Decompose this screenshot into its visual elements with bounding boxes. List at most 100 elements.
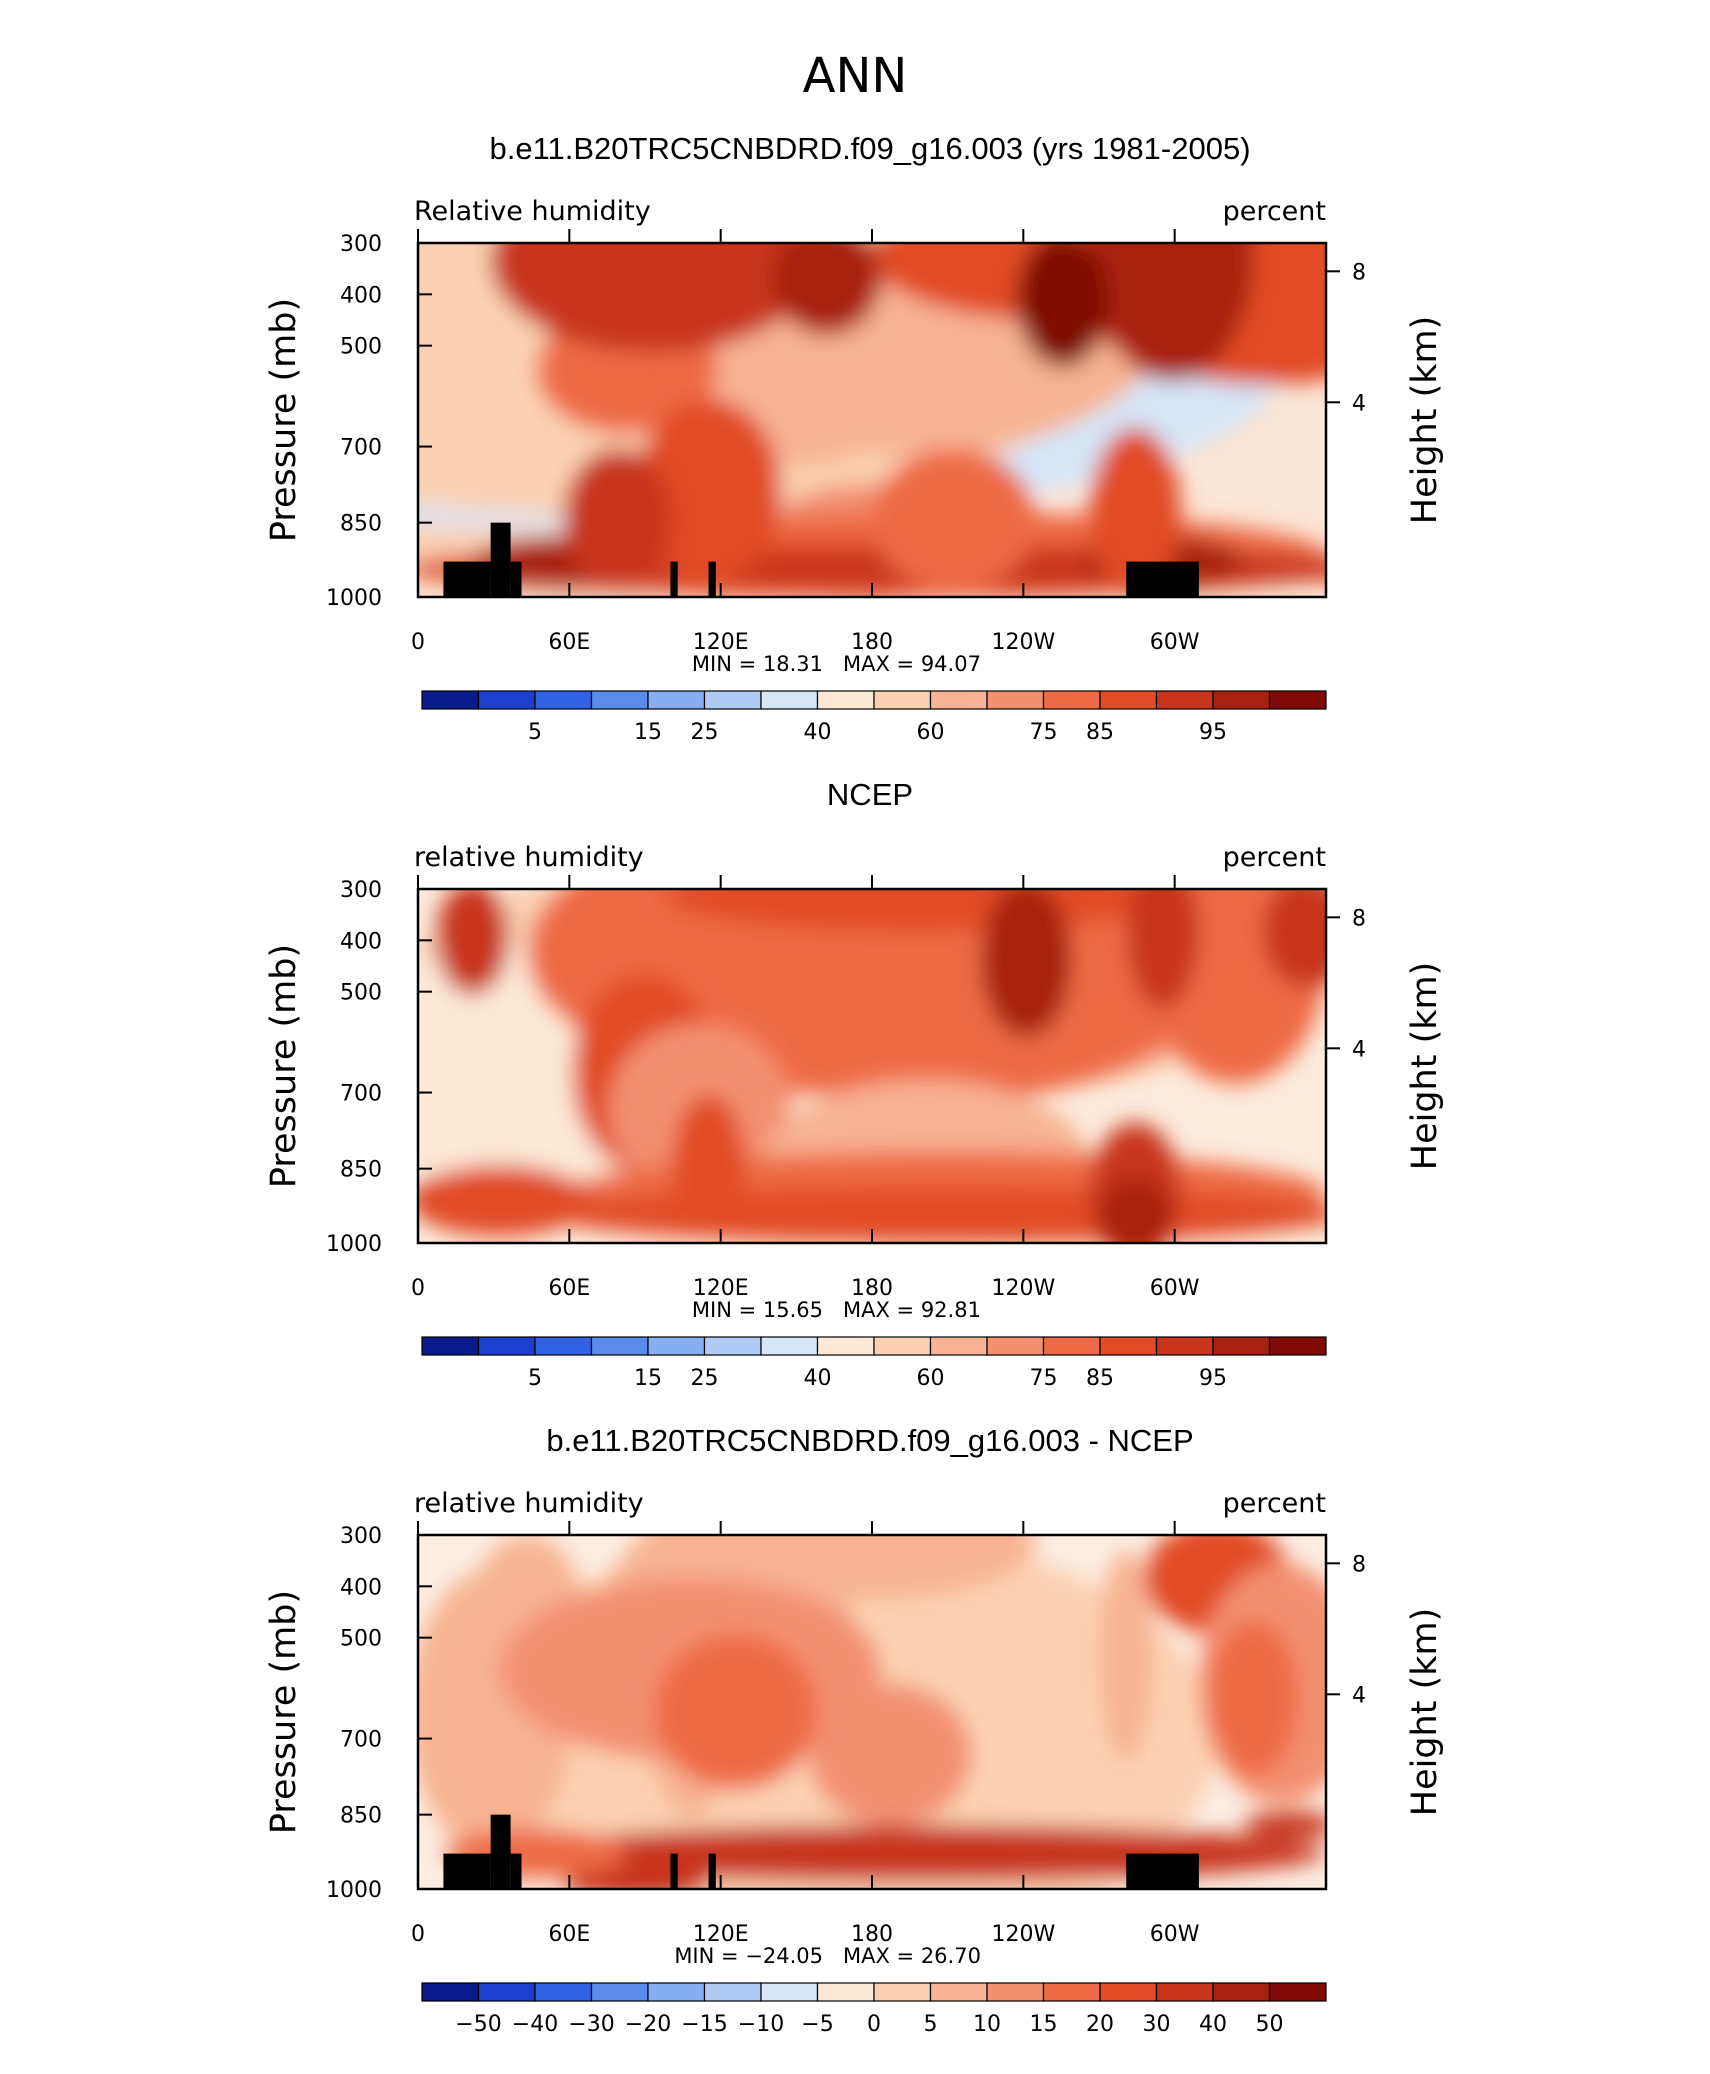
colorbar-swatch — [703, 690, 762, 710]
contour-region — [563, 448, 673, 590]
contour-region — [418, 1165, 591, 1236]
colorbar-label: 60 — [917, 720, 945, 745]
colorbar-swatch — [1155, 1982, 1214, 2002]
colorbar-swatch — [647, 1982, 706, 2002]
y-axis-title: Pressure (mb) — [264, 944, 304, 1188]
field-shading — [418, 889, 1326, 1243]
panels: b.e11.B20TRC5CNBDRD.f09_g16.003 (yrs 198… — [264, 131, 1445, 2037]
y-tick-label: 1000 — [326, 1232, 382, 1257]
y-tick-label: 500 — [340, 335, 382, 360]
colorbar-label: −20 — [625, 2012, 671, 2037]
colorbar-swatch — [421, 1982, 480, 2002]
contour-region — [654, 1634, 818, 1790]
colorbar-swatch — [421, 1336, 480, 1356]
colorbar-swatch — [1042, 1982, 1101, 2002]
colorbar-swatch — [1155, 690, 1214, 710]
colorbar-swatch — [873, 690, 932, 710]
x-tick-label: 180 — [851, 1922, 893, 1947]
colorbar-label: −10 — [738, 2012, 784, 2037]
colorbar-label: 85 — [1086, 1366, 1114, 1391]
x-tick-label: 0 — [411, 630, 425, 655]
orography-mask — [708, 1853, 716, 1889]
colorbar-swatch — [647, 1336, 706, 1356]
colorbar-label: 15 — [634, 1366, 662, 1391]
contour-region — [980, 889, 1072, 1038]
contour-region — [1126, 889, 1199, 1010]
panel-title: b.e11.B20TRC5CNBDRD.f09_g16.003 (yrs 198… — [489, 131, 1250, 166]
contour-region — [1017, 243, 1109, 367]
x-tick-label: 120W — [991, 1922, 1055, 1947]
variable-label: Relative humidity — [414, 196, 651, 227]
chart-panel-2: NCEP relative humidity percent 0 60E 120E 180 1… — [264, 777, 1445, 1391]
colorbar-label: −50 — [455, 2012, 501, 2037]
colorbar-label: 15 — [1030, 2012, 1058, 2037]
colorbar-swatch — [534, 1982, 593, 2002]
colorbar-label: 10 — [973, 2012, 1001, 2037]
colorbar-label: 20 — [1086, 2012, 1114, 2037]
colorbar-label: 50 — [1256, 2012, 1284, 2037]
y-tick-label: 850 — [340, 512, 382, 537]
contour-region — [490, 243, 818, 353]
contour-region — [663, 889, 1172, 932]
colorbar-label: 5 — [528, 1366, 542, 1391]
contour-region — [1262, 889, 1326, 989]
colorbar-swatch — [1268, 1336, 1327, 1356]
contour-region — [436, 889, 509, 996]
field-shading — [418, 1535, 1326, 1889]
max-stat: MAX = 26.70 — [843, 1944, 981, 1968]
y2-tick-label: 8 — [1352, 1552, 1366, 1577]
contour-field — [418, 1535, 1326, 1889]
colorbar-swatch — [477, 1982, 536, 2002]
colorbar-swatch — [929, 1982, 988, 2002]
colorbar-label: −30 — [568, 2012, 614, 2037]
colorbar-swatch — [590, 1982, 649, 2002]
y-tick-label: 300 — [340, 232, 382, 257]
y2-axis-title: Height (km) — [1405, 1608, 1445, 1817]
y-tick-label: 700 — [340, 1082, 382, 1107]
contour-region — [1207, 1619, 1299, 1776]
y2-axis-title: Height (km) — [1405, 962, 1445, 1171]
colorbar-label: 40 — [804, 720, 832, 745]
colorbar-label: 0 — [867, 2012, 881, 2037]
colorbar-swatch — [1212, 1982, 1271, 2002]
field-shading — [418, 243, 1326, 597]
colorbar-swatch — [986, 1336, 1045, 1356]
y-tick-label: 400 — [340, 1575, 382, 1600]
x-tick-label: 180 — [851, 630, 893, 655]
variable-label: relative humidity — [414, 842, 644, 873]
y2-tick-label: 4 — [1352, 1037, 1366, 1062]
figure-title: ANN — [803, 48, 908, 104]
chart-panel-1: b.e11.B20TRC5CNBDRD.f09_g16.003 (yrs 198… — [264, 131, 1445, 745]
y-tick-label: 400 — [340, 929, 382, 954]
x-tick-label: 60E — [548, 1276, 590, 1301]
x-tick-label: 180 — [851, 1276, 893, 1301]
colorbar-label: 95 — [1199, 720, 1227, 745]
colorbar-swatch — [1155, 1336, 1214, 1356]
variable-label: relative humidity — [414, 1488, 644, 1519]
units-label: percent — [1223, 196, 1326, 227]
colorbar-swatch — [421, 690, 480, 710]
x-tick-label: 120E — [693, 1922, 749, 1947]
contour-region — [1089, 243, 1254, 382]
y-axis-title: Pressure (mb) — [264, 298, 304, 542]
colorbar-swatch — [986, 690, 1045, 710]
x-tick-label: 60E — [548, 630, 590, 655]
colorbar-swatch — [477, 690, 536, 710]
orography-mask — [510, 561, 522, 597]
colorbar-swatch — [1042, 1336, 1101, 1356]
colorbar-label: 30 — [1143, 2012, 1171, 2037]
orography-mask — [1126, 1853, 1199, 1889]
y-tick-label: 300 — [340, 1524, 382, 1549]
x-tick-label: 60W — [1150, 1276, 1200, 1301]
contour-field — [418, 889, 1326, 1243]
colorbar: −50 −40 −30 −20 −15 −10 −5 0 5 10 15 20 30 40 50 — [421, 1982, 1327, 2037]
orography-mask — [1126, 561, 1199, 597]
colorbar-swatch — [647, 690, 706, 710]
colorbar-swatch — [534, 1336, 593, 1356]
colorbar-swatch — [873, 1982, 932, 2002]
y-tick-label: 850 — [340, 1158, 382, 1183]
orography-mask — [443, 561, 491, 597]
y-tick-label: 700 — [340, 1728, 382, 1753]
y-tick-label: 850 — [340, 1804, 382, 1829]
